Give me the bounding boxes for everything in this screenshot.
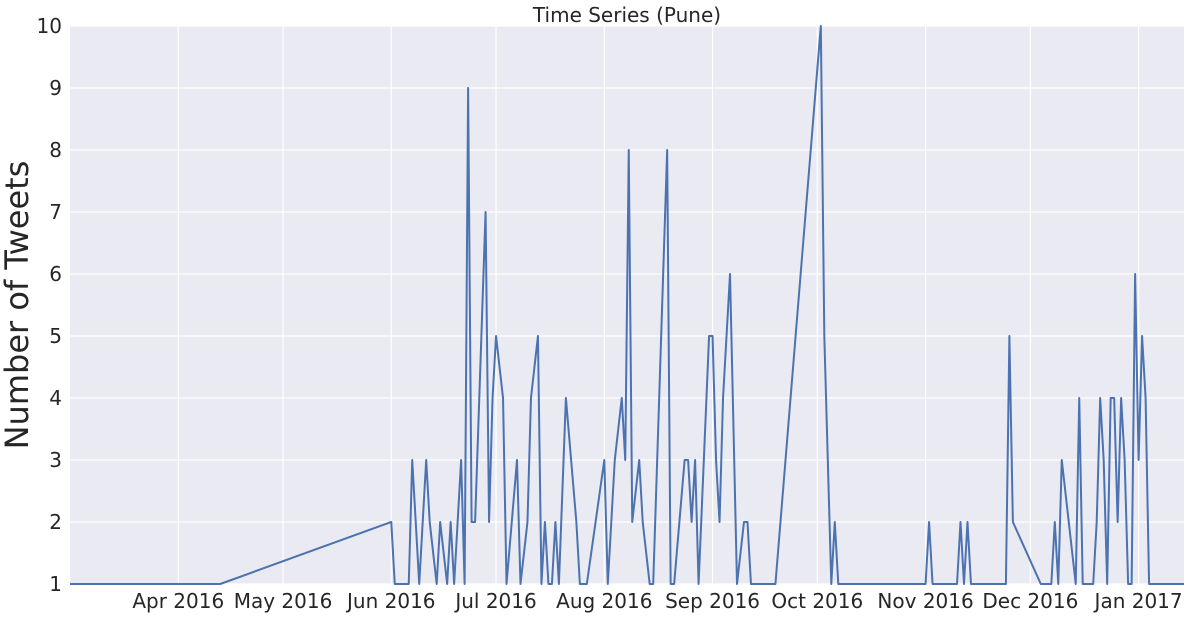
chart-title: Time Series (Pune): [532, 3, 721, 27]
x-tick-label: May 2016: [234, 589, 333, 613]
y-tick-label: 7: [49, 200, 62, 224]
x-tick-label: Jun 2016: [345, 589, 436, 613]
x-tick-label: Sep 2016: [665, 589, 760, 613]
y-tick-label: 8: [49, 138, 62, 162]
series-line-0: [70, 25, 1184, 585]
series-layer: [70, 25, 1184, 585]
x-tick-label: Apr 2016: [132, 589, 224, 613]
y-tick-label: 6: [49, 262, 62, 286]
grid-lines: [70, 25, 1184, 585]
y-tick-label: 2: [49, 510, 62, 534]
y-tick-label: 10: [37, 14, 62, 38]
y-axis-label: Number of Tweets: [0, 161, 36, 450]
y-tick-label: 5: [49, 324, 62, 348]
x-tick-label: Jan 2017: [1093, 589, 1183, 613]
x-tick-label: Nov 2016: [877, 589, 973, 613]
y-tick-label: 3: [49, 448, 62, 472]
x-tick-label: Oct 2016: [771, 589, 863, 613]
x-tick-label: Dec 2016: [982, 589, 1078, 613]
y-tick-label: 1: [49, 572, 62, 596]
x-tick-label: Jul 2016: [453, 589, 536, 613]
x-tick-label: Aug 2016: [556, 589, 652, 613]
tick-labels: 1 2 3 4 5 6 7 8 9 10 Apr 2016 May 2016 Jun 2016 Jul 2…: [37, 14, 1183, 613]
y-tick-label: 9: [49, 76, 62, 100]
y-tick-label: 4: [49, 386, 62, 410]
